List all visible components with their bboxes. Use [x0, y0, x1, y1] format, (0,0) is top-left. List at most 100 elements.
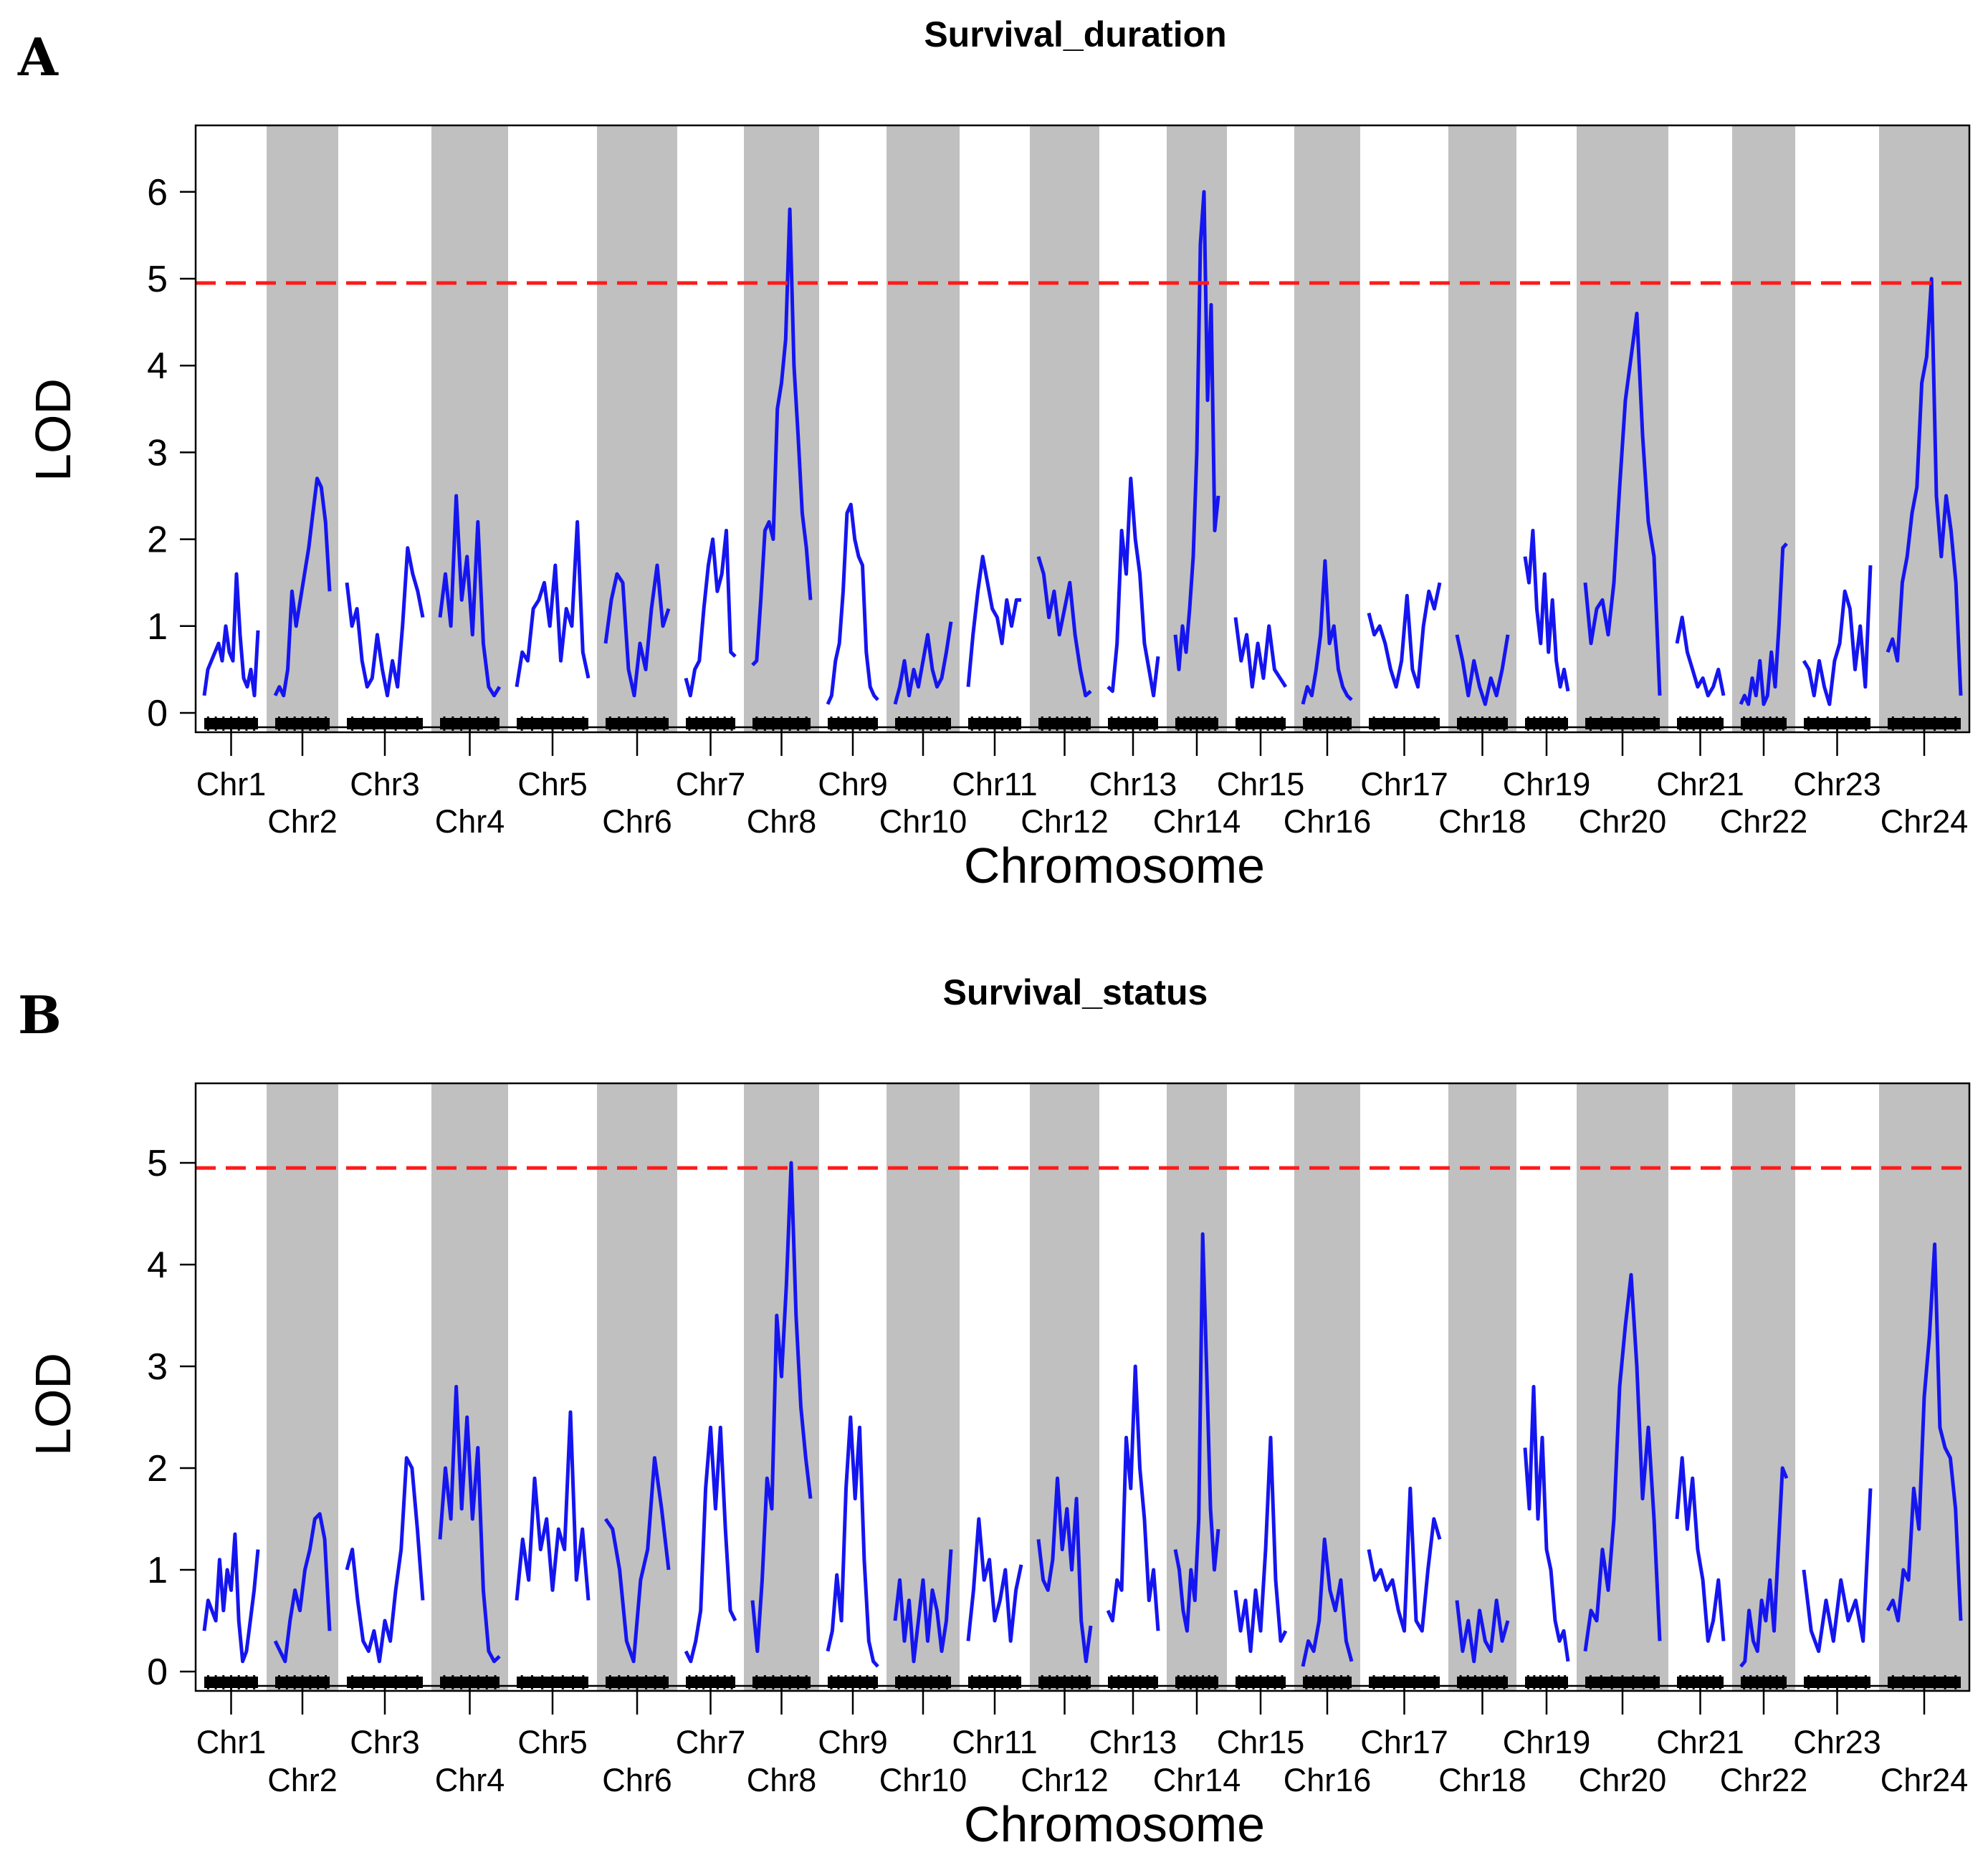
x-tick-label: Chr23: [1793, 1724, 1881, 1760]
x-tick-label: Chr21: [1656, 1724, 1744, 1760]
chromosome-band-Chr22: [1732, 1083, 1795, 1691]
y-tick-label: 3: [147, 432, 168, 474]
x-tick-label: Chr24: [1881, 1762, 1969, 1798]
lod-curve-Chr16: [1301, 1537, 1354, 1667]
chromosome-band-Chr24: [1879, 125, 1969, 732]
x-tick-label: Chr9: [818, 766, 888, 802]
y-tick-label: 1: [147, 606, 168, 648]
x-tick-label: Chr5: [517, 766, 588, 802]
x-tick-label: Chr15: [1217, 766, 1305, 802]
x-tick-label: Chr9: [818, 1724, 888, 1760]
chromosome-band-Chr20: [1577, 1083, 1668, 1691]
x-tick-label: Chr18: [1438, 1762, 1526, 1798]
x-tick-label: Chr11: [952, 766, 1037, 802]
chromosome-band-Chr18: [1448, 1083, 1516, 1691]
plot-frame: [194, 124, 1971, 734]
chromosome-band-Chr16: [1294, 125, 1360, 732]
lod-curve-Chr19: [1523, 1384, 1570, 1662]
x-tick-label: Chr14: [1153, 803, 1241, 840]
x-tick-label: Chr7: [676, 1724, 746, 1760]
x-tick-label: Chr12: [1021, 803, 1109, 840]
x-tick-label: Chr11: [952, 1724, 1037, 1760]
chromosome-band-Chr4: [431, 1083, 508, 1691]
lod-curve-Chr5: [515, 1410, 591, 1601]
chromosome-band-Chr6: [597, 125, 677, 732]
x-tick-label: Chr22: [1720, 1762, 1808, 1798]
lod-curve-Chr8: [750, 1161, 813, 1654]
lod-curve-Chr8: [751, 207, 813, 667]
lod-curve-Chr24: [1886, 277, 1963, 696]
x-tick-label: Chr6: [602, 803, 672, 840]
lod-curve-Chr24: [1886, 1242, 1963, 1623]
lod-curve-Chr13: [1106, 1364, 1160, 1631]
lod-curve-Chr2: [273, 1512, 332, 1664]
marker-rug: [204, 716, 1961, 731]
chromosome-band-Chr14: [1167, 1083, 1227, 1691]
x-tick-label: Chr13: [1089, 766, 1177, 802]
lod-curve-Chr23: [1802, 1488, 1873, 1654]
y-tick-label: 2: [147, 519, 168, 561]
lod-curve-Chr16: [1301, 559, 1353, 705]
x-tick-label: Chr2: [267, 1762, 338, 1798]
chromosome-band-Chr18: [1448, 125, 1516, 732]
lod-curve-Chr9: [826, 1415, 879, 1668]
x-tick-label: Chr16: [1284, 803, 1372, 840]
lod-curve-Chr11: [966, 1517, 1023, 1643]
x-tick-label: Chr16: [1284, 1762, 1372, 1798]
x-tick-label: Chr3: [350, 766, 420, 802]
x-tick-label: Chr19: [1503, 766, 1591, 802]
lod-curve-Chr4: [438, 1384, 501, 1664]
lod-curve-Chr6: [603, 1456, 671, 1664]
lod-curve-Chr12: [1036, 1476, 1093, 1664]
lod-curve-Chr19: [1523, 529, 1570, 692]
y-tick-label: 4: [147, 345, 168, 387]
chromosome-band-Chr2: [267, 125, 338, 732]
lod-curve-Chr20: [1583, 312, 1662, 696]
lod-curve-Chr18: [1455, 634, 1510, 706]
lod-curve-Chr3: [345, 1456, 425, 1664]
y-axis-title: LOD: [25, 378, 81, 481]
y-tick-label: 1: [147, 1550, 168, 1591]
y-axis-title: LOD: [25, 1353, 81, 1456]
lod-curve-Chr10: [893, 1549, 953, 1664]
x-tick-label: Chr13: [1089, 1724, 1177, 1760]
y-tick-label: 4: [147, 1245, 168, 1286]
x-tick-label: Chr20: [1579, 1762, 1667, 1798]
x-axis-title: Chromosome: [964, 838, 1265, 893]
lod-curve-Chr11: [966, 555, 1021, 687]
chromosome-band-Chr22: [1732, 125, 1795, 732]
lod-curve-Chr7: [684, 1425, 737, 1664]
lod-curve-Chr22: [1739, 542, 1788, 706]
lod-curve-Chr18: [1455, 1598, 1510, 1664]
lod-curve-Chr17: [1367, 1486, 1442, 1633]
panel-letter: B: [18, 984, 62, 1045]
chromosome-band-Chr8: [744, 1083, 819, 1691]
y-tick-label: 0: [147, 1652, 168, 1693]
lod-curve-Chr2: [273, 476, 332, 698]
chart-title: Survival_duration: [924, 14, 1226, 54]
x-tick-label: Chr5: [517, 1724, 588, 1760]
lod-curve-Chr12: [1036, 556, 1092, 698]
x-tick-label: Chr15: [1217, 1724, 1305, 1760]
x-tick-label: Chr10: [879, 1762, 967, 1798]
x-tick-label: Chr7: [676, 766, 746, 802]
lod-curve-Chr5: [515, 519, 591, 687]
plot-frame: [194, 1082, 1971, 1692]
x-tick-label: Chr22: [1720, 803, 1808, 840]
x-axis-title: Chromosome: [964, 1796, 1265, 1852]
panel-letter: A: [17, 27, 59, 87]
lod-curve-Chr13: [1107, 476, 1160, 698]
x-tick-label: Chr8: [747, 1762, 817, 1798]
chart-title: Survival_status: [943, 972, 1208, 1012]
lod-curve-Chr23: [1802, 565, 1873, 706]
lod-curve-Chr1: [202, 1532, 260, 1664]
lod-curve-Chr1: [202, 572, 260, 698]
marker-rug: [204, 1675, 1961, 1689]
lod-curve-Chr21: [1675, 1456, 1726, 1643]
chromosome-band-Chr12: [1030, 125, 1099, 732]
x-tick-label: Chr6: [602, 1762, 672, 1798]
x-tick-label: Chr4: [435, 803, 505, 840]
chromosome-band-Chr12: [1030, 1083, 1099, 1691]
